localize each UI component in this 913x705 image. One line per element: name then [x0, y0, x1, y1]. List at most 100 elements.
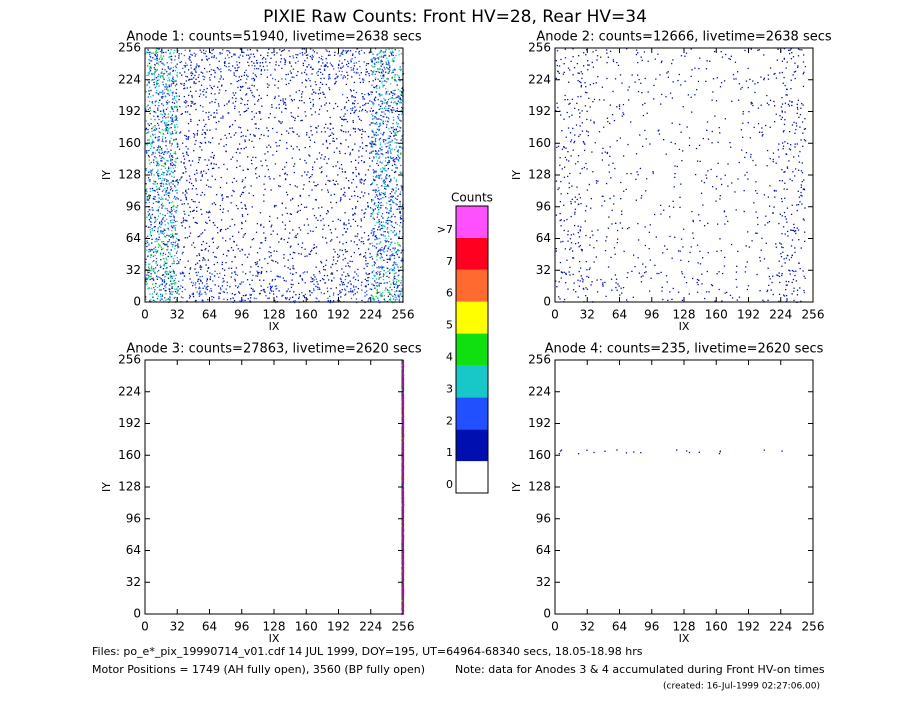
y-tick-label: 256 [118, 41, 141, 55]
count-dot [232, 189, 234, 192]
count-dot [400, 215, 402, 217]
count-dot [147, 195, 150, 198]
count-dot [171, 80, 173, 82]
count-dot [393, 249, 395, 251]
count-dot [262, 289, 264, 291]
count-dot [747, 231, 749, 233]
count-dot [378, 52, 381, 54]
count-dot [368, 52, 371, 54]
count-dot [350, 61, 352, 63]
count-dot [330, 266, 332, 268]
count-dot [384, 71, 387, 73]
count-dot [289, 62, 291, 64]
count-dot [207, 168, 210, 171]
count-dot [156, 293, 158, 295]
count-dot [155, 238, 157, 241]
count-dot [190, 53, 192, 55]
count-dot [289, 70, 292, 72]
count-dot [160, 62, 163, 64]
count-dot [320, 71, 322, 74]
count-dot [375, 189, 377, 191]
count-dot [242, 135, 244, 137]
count-dot [744, 271, 746, 273]
count-dot [176, 146, 179, 149]
count-dot [786, 230, 789, 233]
count-dot [217, 285, 220, 287]
count-dot [374, 65, 376, 68]
count-dot [338, 167, 341, 169]
count-dot [152, 141, 154, 143]
count-dot [244, 205, 247, 207]
count-dot [391, 53, 393, 55]
count-dot [170, 58, 173, 60]
count-dot [256, 177, 258, 179]
count-dot [145, 53, 147, 55]
count-dot [268, 48, 270, 51]
count-dot [150, 147, 152, 150]
count-dot [159, 149, 161, 151]
count-dot [205, 184, 208, 186]
count-dot [188, 272, 191, 275]
count-dot [292, 251, 294, 254]
x-tick-label: 96 [234, 308, 249, 322]
count-dot [305, 86, 307, 88]
count-dot [376, 84, 378, 87]
count-dot [211, 175, 213, 177]
count-dot [344, 257, 346, 260]
count-dot [650, 277, 652, 279]
count-dot [603, 200, 606, 202]
count-dot [158, 99, 161, 102]
count-dot [257, 273, 259, 275]
count-dot [189, 56, 191, 58]
count-dot [794, 230, 797, 232]
count-dot [195, 140, 197, 142]
count-dot [241, 207, 243, 210]
count-dot [183, 54, 186, 57]
count-dot [157, 227, 159, 229]
count-dot [354, 195, 356, 197]
count-dot [199, 104, 202, 107]
count-dot [393, 68, 396, 70]
count-dot [160, 183, 162, 185]
count-dot [195, 188, 197, 190]
count-dot [195, 180, 197, 182]
count-dot [396, 279, 398, 281]
count-dot [214, 203, 217, 206]
count-dot [172, 171, 174, 174]
count-dot [382, 70, 385, 72]
count-dot [384, 225, 386, 227]
count-dot [147, 96, 149, 98]
count-dot [184, 111, 187, 113]
count-dot [198, 201, 200, 203]
count-dot [389, 156, 392, 158]
count-dot [578, 193, 580, 195]
count-dot [196, 222, 198, 224]
count-dot [162, 90, 164, 92]
count-dot [278, 241, 280, 243]
count-dot [155, 49, 158, 51]
count-dot [796, 227, 798, 229]
count-dot [373, 228, 375, 230]
count-dot [378, 278, 380, 280]
count-dot [239, 85, 242, 88]
count-dot [318, 300, 320, 302]
count-dot [378, 176, 380, 178]
count-dot [301, 48, 304, 50]
count-dot [175, 92, 177, 94]
count-dot [347, 65, 349, 68]
count-dot [222, 281, 224, 283]
count-dot [244, 232, 246, 235]
count-dot [735, 271, 738, 273]
count-dot [275, 141, 277, 144]
count-dot [790, 229, 792, 231]
count-dot [377, 70, 379, 73]
count-dot [167, 171, 169, 173]
count-dot [338, 70, 341, 73]
count-dot [163, 129, 165, 131]
count-dot [387, 109, 389, 112]
count-dot [234, 256, 236, 258]
count-dot [345, 224, 347, 226]
count-dot [172, 258, 175, 260]
count-dot [167, 192, 169, 194]
count-dot [380, 71, 383, 73]
